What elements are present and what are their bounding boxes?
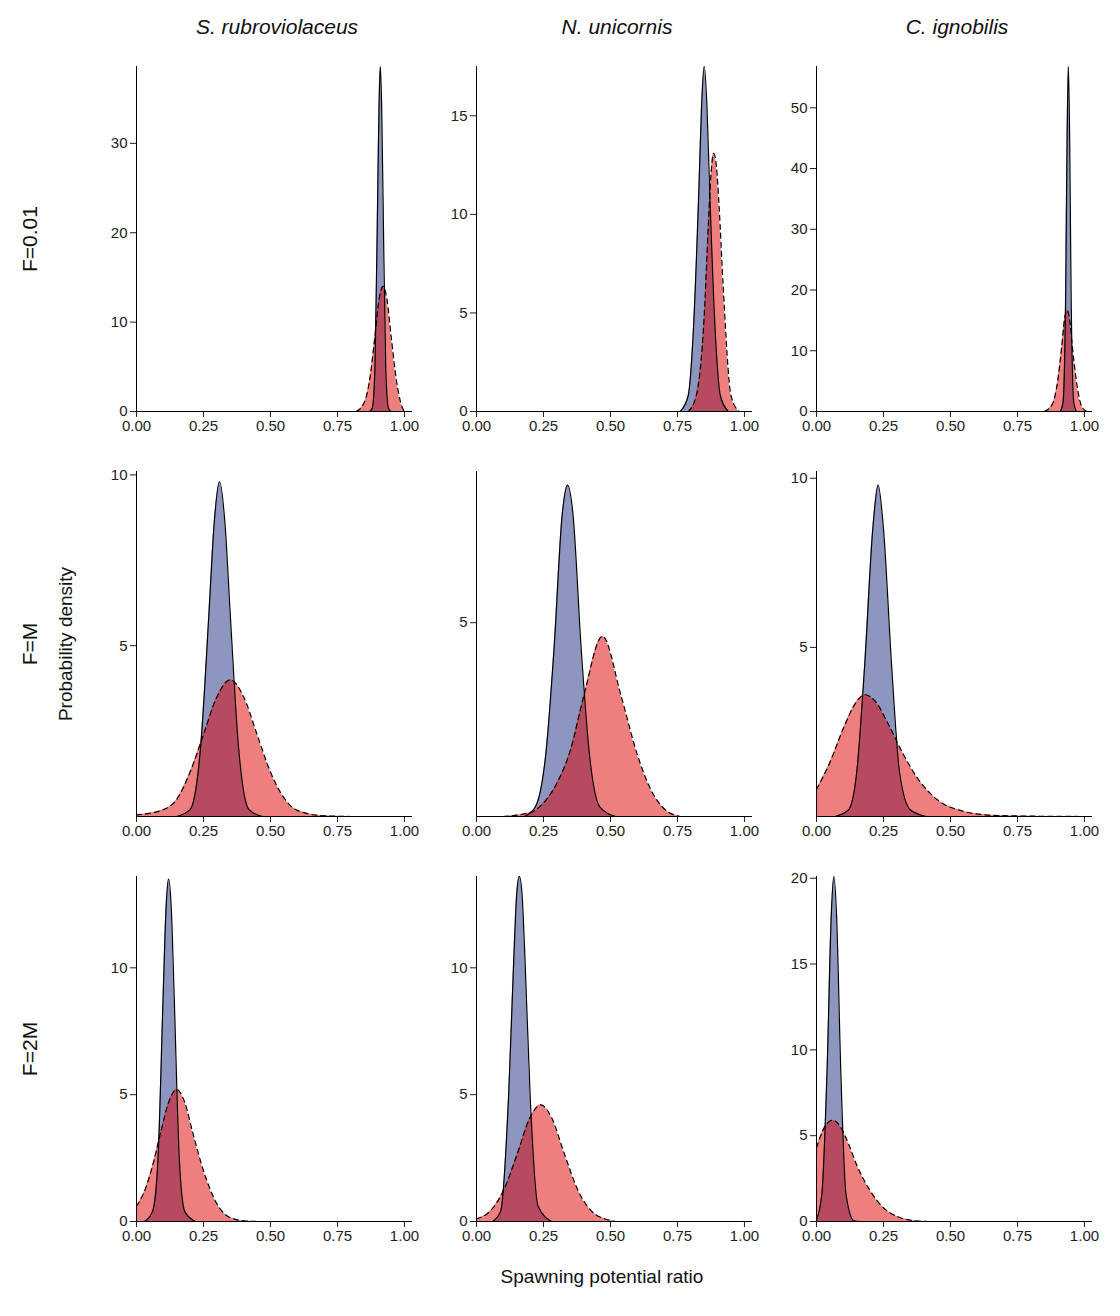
svg-text:10: 10	[451, 205, 468, 222]
html-text:N. unicornis: N. unicornis	[561, 15, 673, 38]
svg-text:0.50: 0.50	[256, 417, 285, 434]
svg-text:0.50: 0.50	[596, 822, 625, 839]
svg-text:50: 50	[791, 99, 808, 116]
svg-text:0.00: 0.00	[802, 1227, 831, 1244]
html-text:C. ignobilis: C. ignobilis	[905, 15, 1009, 38]
svg-text:0.00: 0.00	[462, 1227, 491, 1244]
svg-text:0.25: 0.25	[189, 1227, 218, 1244]
svg-text:0.00: 0.00	[802, 822, 831, 839]
svg-text:10: 10	[791, 1041, 808, 1058]
svg-text:15: 15	[791, 955, 808, 972]
svg-text:10: 10	[791, 342, 808, 359]
svg-text:0.25: 0.25	[189, 417, 218, 434]
svg-text:1.00: 1.00	[390, 822, 419, 839]
svg-text:5: 5	[459, 1085, 467, 1102]
svg-text:1.00: 1.00	[730, 822, 759, 839]
svg-text:5: 5	[119, 637, 127, 654]
svg-text:0.25: 0.25	[869, 417, 898, 434]
svg-text:1.00: 1.00	[390, 417, 419, 434]
html-text:F=0.01: F=0.01	[18, 205, 41, 272]
svg-text:10: 10	[451, 959, 468, 976]
svg-text:0.25: 0.25	[529, 417, 558, 434]
svg-text:10: 10	[791, 469, 808, 486]
html-text:Probability density: Probability density	[55, 566, 76, 721]
svg-text:0: 0	[119, 1212, 128, 1230]
svg-text:20: 20	[791, 281, 808, 298]
svg-text:15: 15	[451, 107, 468, 124]
svg-text:5: 5	[459, 613, 467, 630]
svg-text:0: 0	[459, 402, 468, 420]
svg-text:0.75: 0.75	[323, 1227, 352, 1244]
svg-text:0.25: 0.25	[189, 822, 218, 839]
svg-text:1.00: 1.00	[730, 1227, 759, 1244]
svg-text:40: 40	[791, 159, 808, 176]
svg-text:30: 30	[111, 134, 128, 151]
svg-text:0.75: 0.75	[663, 417, 692, 434]
svg-text:30: 30	[791, 220, 808, 237]
svg-text:0.75: 0.75	[1003, 417, 1032, 434]
svg-text:0.75: 0.75	[323, 822, 352, 839]
svg-text:0: 0	[799, 1212, 808, 1230]
svg-text:20: 20	[111, 224, 128, 241]
svg-text:5: 5	[799, 1126, 807, 1143]
svg-text:0.00: 0.00	[122, 1227, 151, 1244]
svg-text:0.00: 0.00	[122, 822, 151, 839]
html-text:S. rubroviolaceus: S. rubroviolaceus	[195, 15, 359, 38]
html-text:F=M: F=M	[18, 622, 41, 665]
svg-text:1.00: 1.00	[390, 1227, 419, 1244]
svg-text:0.75: 0.75	[323, 417, 352, 434]
svg-text:1.00: 1.00	[1070, 822, 1099, 839]
svg-text:0.75: 0.75	[663, 1227, 692, 1244]
svg-text:5: 5	[119, 1085, 127, 1102]
svg-text:0.00: 0.00	[462, 822, 491, 839]
svg-text:0.25: 0.25	[529, 1227, 558, 1244]
svg-text:0.00: 0.00	[462, 417, 491, 434]
svg-text:10: 10	[111, 466, 128, 483]
svg-text:0.50: 0.50	[596, 417, 625, 434]
svg-text:0.00: 0.00	[802, 417, 831, 434]
svg-text:0: 0	[459, 1212, 468, 1230]
svg-text:0.75: 0.75	[1003, 1227, 1032, 1244]
html-text:F=2M: F=2M	[18, 1021, 41, 1076]
svg-text:0: 0	[119, 402, 128, 420]
svg-text:0.25: 0.25	[529, 822, 558, 839]
svg-text:5: 5	[459, 304, 467, 321]
svg-text:0.50: 0.50	[936, 822, 965, 839]
svg-text:5: 5	[799, 638, 807, 655]
svg-text:10: 10	[111, 959, 128, 976]
svg-text:0.00: 0.00	[122, 417, 151, 434]
svg-text:0.25: 0.25	[869, 1227, 898, 1244]
svg-text:0.75: 0.75	[663, 822, 692, 839]
svg-text:0.50: 0.50	[596, 1227, 625, 1244]
svg-text:1.00: 1.00	[1070, 1227, 1099, 1244]
svg-text:0.50: 0.50	[256, 1227, 285, 1244]
svg-text:0.75: 0.75	[1003, 822, 1032, 839]
svg-text:0.50: 0.50	[936, 417, 965, 434]
svg-text:0.50: 0.50	[936, 1227, 965, 1244]
svg-text:0.50: 0.50	[256, 822, 285, 839]
svg-text:1.00: 1.00	[1070, 417, 1099, 434]
svg-text:0: 0	[799, 402, 808, 420]
svg-text:20: 20	[791, 869, 808, 886]
svg-text:1.00: 1.00	[730, 417, 759, 434]
html-text:Spawning potential ratio: Spawning potential ratio	[500, 1266, 704, 1287]
svg-text:0.25: 0.25	[869, 822, 898, 839]
svg-text:10: 10	[111, 313, 128, 330]
